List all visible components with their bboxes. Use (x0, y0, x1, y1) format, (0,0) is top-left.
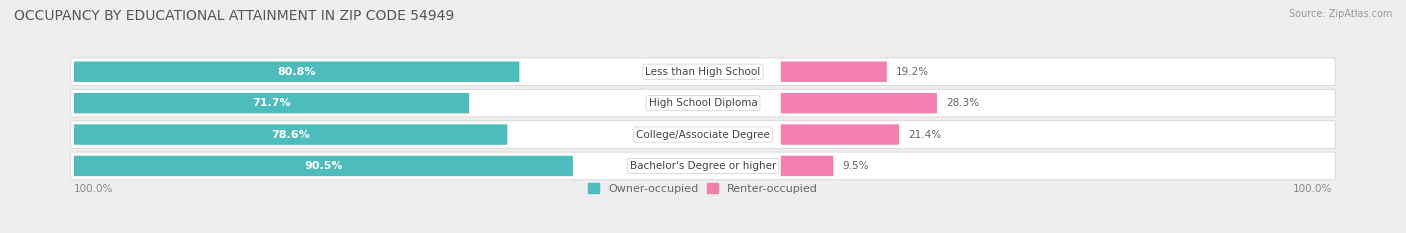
Text: 80.8%: 80.8% (277, 67, 316, 77)
FancyBboxPatch shape (780, 124, 898, 145)
Text: 71.7%: 71.7% (252, 98, 291, 108)
FancyBboxPatch shape (75, 124, 508, 145)
FancyBboxPatch shape (75, 62, 519, 82)
Text: College/Associate Degree: College/Associate Degree (636, 130, 770, 140)
Text: Bachelor's Degree or higher: Bachelor's Degree or higher (630, 161, 776, 171)
Text: 19.2%: 19.2% (896, 67, 929, 77)
Text: OCCUPANCY BY EDUCATIONAL ATTAINMENT IN ZIP CODE 54949: OCCUPANCY BY EDUCATIONAL ATTAINMENT IN Z… (14, 9, 454, 23)
Text: 78.6%: 78.6% (271, 130, 309, 140)
Text: High School Diploma: High School Diploma (648, 98, 758, 108)
Text: 90.5%: 90.5% (304, 161, 343, 171)
FancyBboxPatch shape (70, 58, 1336, 86)
FancyBboxPatch shape (780, 62, 887, 82)
FancyBboxPatch shape (75, 93, 470, 113)
Text: Less than High School: Less than High School (645, 67, 761, 77)
Text: 100.0%: 100.0% (1292, 184, 1331, 194)
FancyBboxPatch shape (780, 93, 936, 113)
FancyBboxPatch shape (70, 152, 1336, 180)
FancyBboxPatch shape (75, 156, 572, 176)
FancyBboxPatch shape (780, 156, 834, 176)
Text: 21.4%: 21.4% (908, 130, 941, 140)
FancyBboxPatch shape (70, 89, 1336, 117)
Text: 28.3%: 28.3% (946, 98, 979, 108)
Text: Source: ZipAtlas.com: Source: ZipAtlas.com (1288, 9, 1392, 19)
Text: 9.5%: 9.5% (842, 161, 869, 171)
Legend: Owner-occupied, Renter-occupied: Owner-occupied, Renter-occupied (583, 179, 823, 198)
FancyBboxPatch shape (70, 121, 1336, 148)
Text: 100.0%: 100.0% (75, 184, 114, 194)
